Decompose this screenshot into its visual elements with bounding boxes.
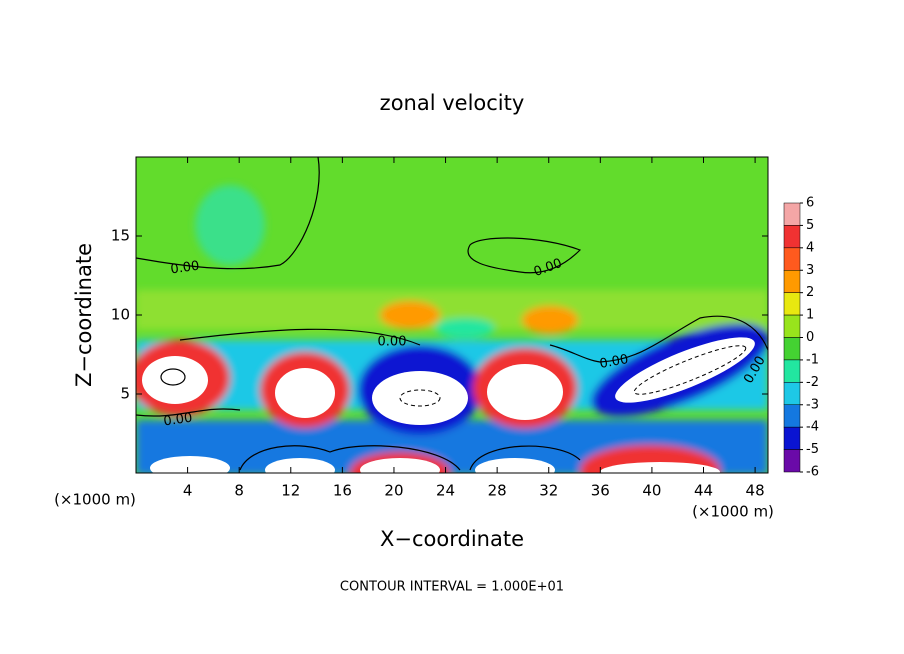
colorbar-band — [783, 449, 801, 473]
x-tick-label: 48 — [746, 482, 765, 500]
colorbar-band — [783, 426, 801, 450]
colorbar-label: 1 — [806, 308, 814, 323]
footer: CONTOUR INTERVAL = 1.000E+01 — [340, 580, 564, 595]
colorbar-label: 4 — [806, 240, 814, 255]
colorbar-band — [783, 314, 801, 338]
x-tick-label: 20 — [384, 482, 403, 500]
colorbar-label: -4 — [806, 420, 819, 435]
colorbar-band — [783, 382, 801, 406]
colorbar-label: 6 — [806, 196, 814, 211]
x-tick-label: 36 — [591, 482, 610, 500]
colorbar-label: -2 — [806, 375, 819, 390]
colorbar-label: -3 — [806, 397, 819, 412]
x-tick-label: 28 — [488, 482, 507, 500]
y-tick-label: 5 — [120, 385, 130, 403]
colorbar-band — [783, 404, 801, 428]
colorbar-band — [783, 225, 801, 249]
colorbar-label: 2 — [806, 285, 814, 300]
contour-label: 0.00 — [163, 411, 194, 430]
x-tick-label: 8 — [234, 482, 244, 500]
colorbar-band — [783, 270, 801, 293]
y-tick-label: 15 — [111, 227, 130, 245]
x-tick-label: 44 — [694, 482, 713, 500]
colorbar-label: 3 — [806, 263, 814, 278]
colorbar-band — [783, 247, 801, 271]
x-tick-label: 4 — [183, 482, 193, 500]
y-axis-label: Z−coordinate — [72, 243, 96, 387]
x-tick-label: 32 — [539, 482, 558, 500]
contour-field — [136, 157, 768, 473]
chart-title: zonal velocity — [380, 91, 525, 115]
x-unit: (×1000 m) — [54, 491, 136, 509]
x-tick-label: 12 — [281, 482, 300, 500]
y-tick-label: 10 — [111, 306, 130, 324]
x-tick-label: 24 — [436, 482, 455, 500]
contour-label: 0.00 — [378, 335, 407, 350]
contour-label: 0.00 — [598, 352, 629, 372]
colorbar-label: -1 — [806, 352, 819, 367]
colorbar-label: 5 — [806, 218, 814, 233]
x-tick-label: 40 — [642, 482, 661, 500]
colorbar-band — [783, 337, 801, 361]
colorbar-band — [783, 292, 801, 316]
colorbar-label: -5 — [806, 442, 819, 457]
x-unit: (×1000 m) — [692, 503, 774, 521]
x-tick-label: 16 — [333, 482, 352, 500]
colorbar-band — [783, 202, 801, 226]
x-axis-label: X−coordinate — [380, 527, 524, 551]
colorbar-band — [783, 359, 801, 383]
colorbar-label: 0 — [806, 330, 814, 345]
contour-label: 0.00 — [170, 259, 201, 278]
colorbar-label: -6 — [806, 465, 819, 480]
